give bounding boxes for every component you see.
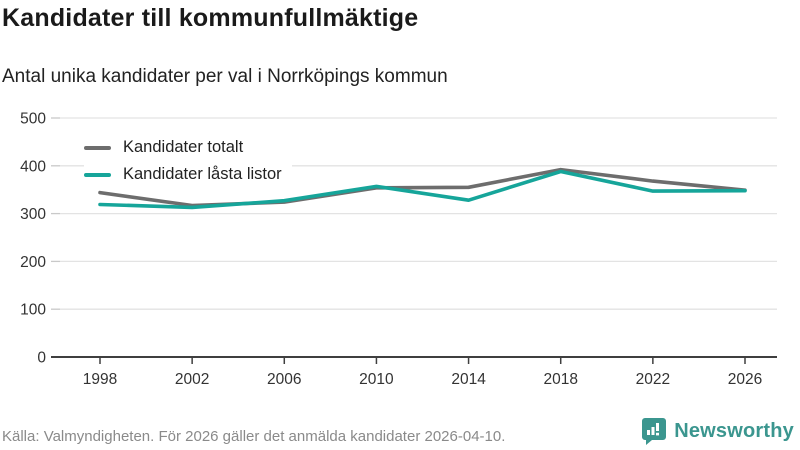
legend-swatch-totalt (84, 145, 111, 150)
svg-text:100: 100 (20, 302, 46, 319)
legend-swatch-lasta-listor (84, 172, 111, 177)
svg-text:2018: 2018 (543, 371, 577, 388)
newsworthy-logo: Newsworthy (641, 417, 794, 446)
legend-item-totalt: Kandidater totalt (84, 134, 292, 161)
source-note: Källa: Valmyndigheten. För 2026 gäller d… (2, 428, 506, 445)
svg-text:2026: 2026 (728, 371, 762, 388)
svg-text:2006: 2006 (267, 371, 301, 388)
svg-text:2014: 2014 (451, 371, 486, 388)
chart-legend: Kandidater totalt Kandidater låsta listo… (84, 134, 292, 188)
legend-label-lasta-listor: Kandidater låsta listor (123, 165, 282, 183)
legend-item-lasta-listor: Kandidater låsta listor (84, 161, 292, 188)
svg-text:400: 400 (20, 158, 46, 175)
legend-label-totalt: Kandidater totalt (123, 138, 244, 156)
svg-text:300: 300 (20, 206, 46, 223)
newsworthy-logo-text: Newsworthy (674, 420, 794, 442)
svg-text:0: 0 (37, 350, 46, 367)
svg-text:500: 500 (20, 111, 46, 128)
svg-text:2022: 2022 (636, 371, 670, 388)
svg-text:2002: 2002 (175, 371, 209, 388)
svg-text:200: 200 (20, 254, 46, 271)
page-title: Kandidater till kommunfullmäktige (2, 4, 419, 32)
svg-text:1998: 1998 (83, 371, 117, 388)
svg-text:2010: 2010 (359, 371, 394, 388)
chart-subtitle: Antal unika kandidater per val i Norrköp… (2, 66, 448, 87)
bar-chart-speech-bubble-icon (642, 418, 667, 445)
